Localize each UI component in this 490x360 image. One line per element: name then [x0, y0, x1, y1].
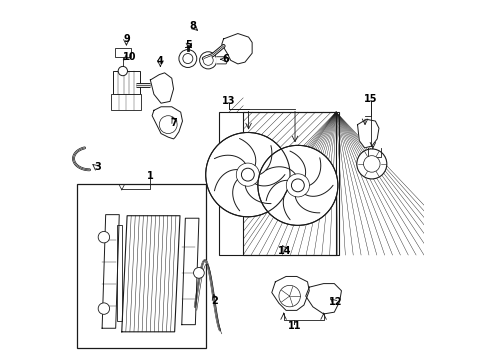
Bar: [115, 48, 131, 57]
Circle shape: [236, 163, 259, 186]
Polygon shape: [358, 119, 379, 148]
Bar: [113, 71, 140, 94]
Text: 12: 12: [329, 297, 343, 307]
Text: 6: 6: [222, 54, 229, 64]
Circle shape: [357, 149, 387, 179]
Circle shape: [364, 156, 380, 172]
Circle shape: [292, 179, 304, 192]
Polygon shape: [152, 107, 182, 139]
Bar: [77, 184, 206, 348]
Text: 7: 7: [170, 118, 177, 128]
Circle shape: [199, 52, 217, 69]
Text: 10: 10: [123, 52, 137, 62]
Text: 14: 14: [277, 247, 291, 256]
Text: 5: 5: [186, 40, 192, 50]
Text: 9: 9: [123, 34, 130, 44]
Circle shape: [279, 285, 300, 307]
Circle shape: [159, 116, 177, 134]
Polygon shape: [306, 284, 342, 314]
Polygon shape: [217, 57, 228, 64]
Polygon shape: [182, 218, 199, 325]
Circle shape: [203, 55, 213, 65]
Polygon shape: [122, 216, 180, 332]
Polygon shape: [102, 215, 119, 328]
Polygon shape: [272, 276, 309, 310]
Bar: [220, 112, 339, 255]
Circle shape: [258, 145, 338, 225]
Circle shape: [194, 267, 204, 278]
Bar: [118, 225, 122, 321]
Bar: [243, 112, 336, 255]
Circle shape: [118, 66, 127, 76]
Circle shape: [242, 168, 254, 181]
Bar: [111, 94, 142, 111]
Circle shape: [179, 50, 197, 67]
Text: 4: 4: [157, 56, 164, 66]
Circle shape: [98, 303, 110, 314]
Text: 3: 3: [95, 162, 101, 172]
Text: 8: 8: [190, 21, 196, 31]
Text: 1: 1: [147, 171, 154, 181]
Circle shape: [183, 54, 193, 64]
Circle shape: [286, 174, 310, 197]
Polygon shape: [150, 73, 173, 103]
Text: 11: 11: [288, 321, 301, 332]
Circle shape: [206, 132, 290, 217]
Text: 13: 13: [222, 96, 236, 106]
Text: 15: 15: [365, 94, 378, 104]
Text: 2: 2: [211, 296, 218, 306]
Circle shape: [98, 231, 110, 243]
Polygon shape: [222, 33, 252, 64]
